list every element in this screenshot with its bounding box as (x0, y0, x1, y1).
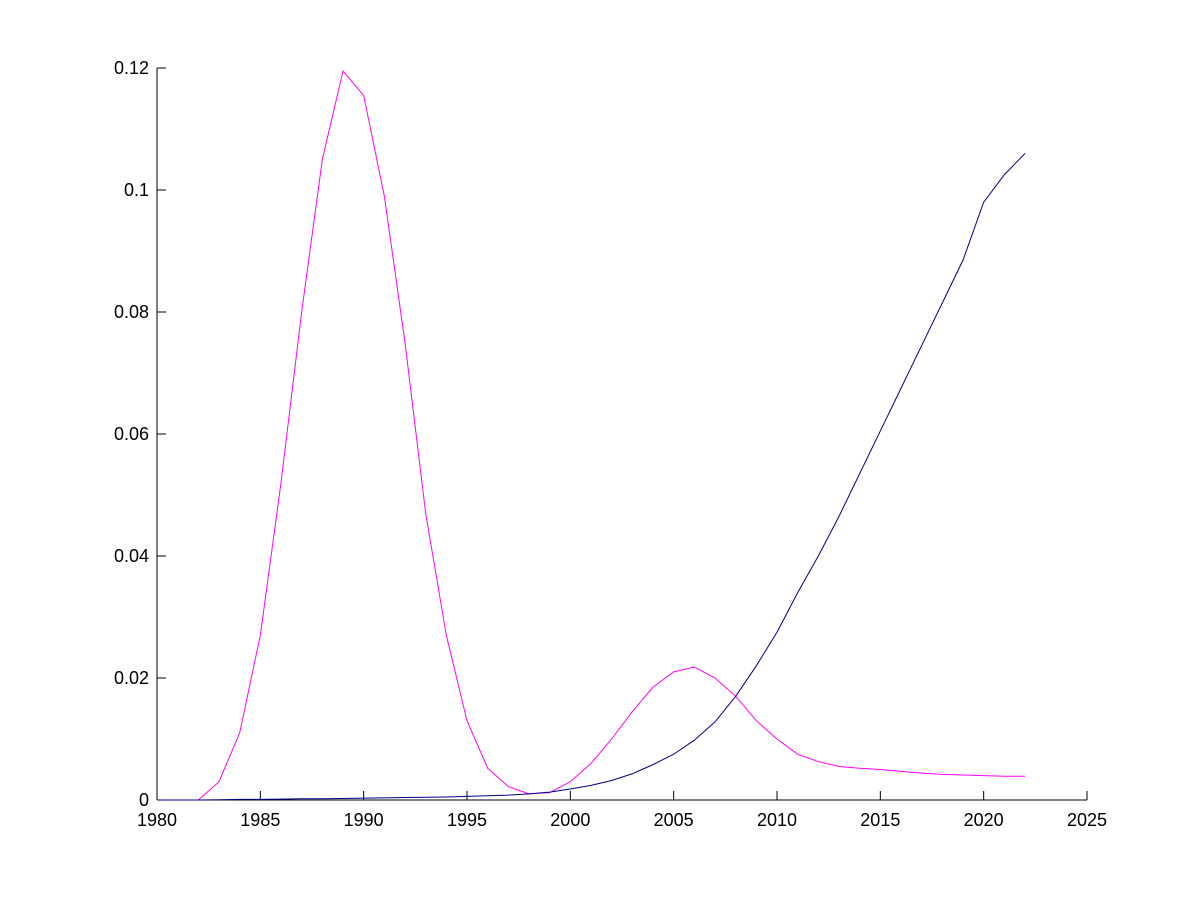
x-tick-label: 1980 (137, 810, 177, 830)
x-tick-label: 2025 (1067, 810, 1107, 830)
x-tick-label: 2020 (964, 810, 1004, 830)
x-tick-label: 2010 (757, 810, 797, 830)
series-line (157, 153, 1026, 801)
y-tick-label: 0.1 (124, 180, 149, 200)
x-tick-label: 2000 (550, 810, 590, 830)
series-line (157, 69, 1025, 801)
x-tick-label: 1990 (344, 810, 384, 830)
x-tick-label: 2005 (654, 810, 694, 830)
y-tick-label: 0 (139, 790, 149, 810)
y-tick-label: 0.02 (114, 668, 149, 688)
y-tick-label: 0.08 (114, 302, 149, 322)
x-tick-label: 2015 (860, 810, 900, 830)
x-tick-label: 1995 (447, 810, 487, 830)
y-tick-label: 0.12 (114, 58, 149, 78)
y-tick-label: 0.06 (114, 424, 149, 444)
y-tick-label: 0.04 (114, 546, 149, 566)
x-tick-label: 1985 (240, 810, 280, 830)
